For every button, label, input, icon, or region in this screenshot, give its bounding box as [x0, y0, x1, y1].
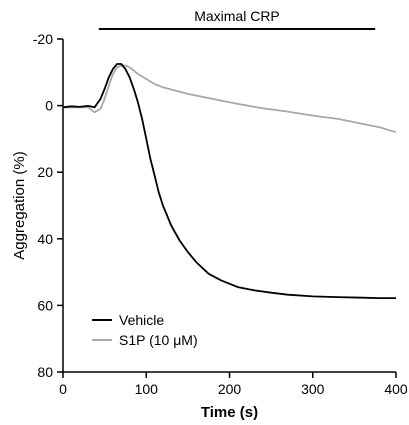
series-line-vehicle: [62, 63, 396, 299]
y-axis-title: Aggregation (%): [11, 151, 28, 259]
y-tick-label: -20: [33, 31, 53, 47]
maximal-crp-label: Maximal CRP: [194, 8, 280, 24]
x-tick-label: 200: [218, 381, 242, 397]
legend-label: Vehicle: [119, 312, 164, 328]
legend: Vehicle S1P (10 μM): [92, 312, 198, 348]
series-line-s1p: [63, 64, 397, 134]
annotation-layer: Maximal CRP: [98, 8, 376, 30]
x-tick-label: 300: [301, 381, 325, 397]
y-tick-label: 80: [37, 364, 53, 380]
axes: -20 0 20 40 60 80 0 100 200 300 400: [33, 31, 408, 397]
x-tick-label: 400: [384, 381, 408, 397]
legend-label: S1P (10 μM): [119, 332, 198, 348]
x-tick-label: 100: [135, 381, 159, 397]
y-tick-label: 20: [37, 164, 53, 180]
y-tick-label: 0: [45, 98, 53, 114]
series-layer: [62, 63, 397, 299]
x-axis-title: Time (s): [201, 404, 258, 421]
y-tick-label: 40: [37, 231, 53, 247]
x-tick-label: 0: [59, 381, 67, 397]
y-tick-label: 60: [37, 297, 53, 313]
